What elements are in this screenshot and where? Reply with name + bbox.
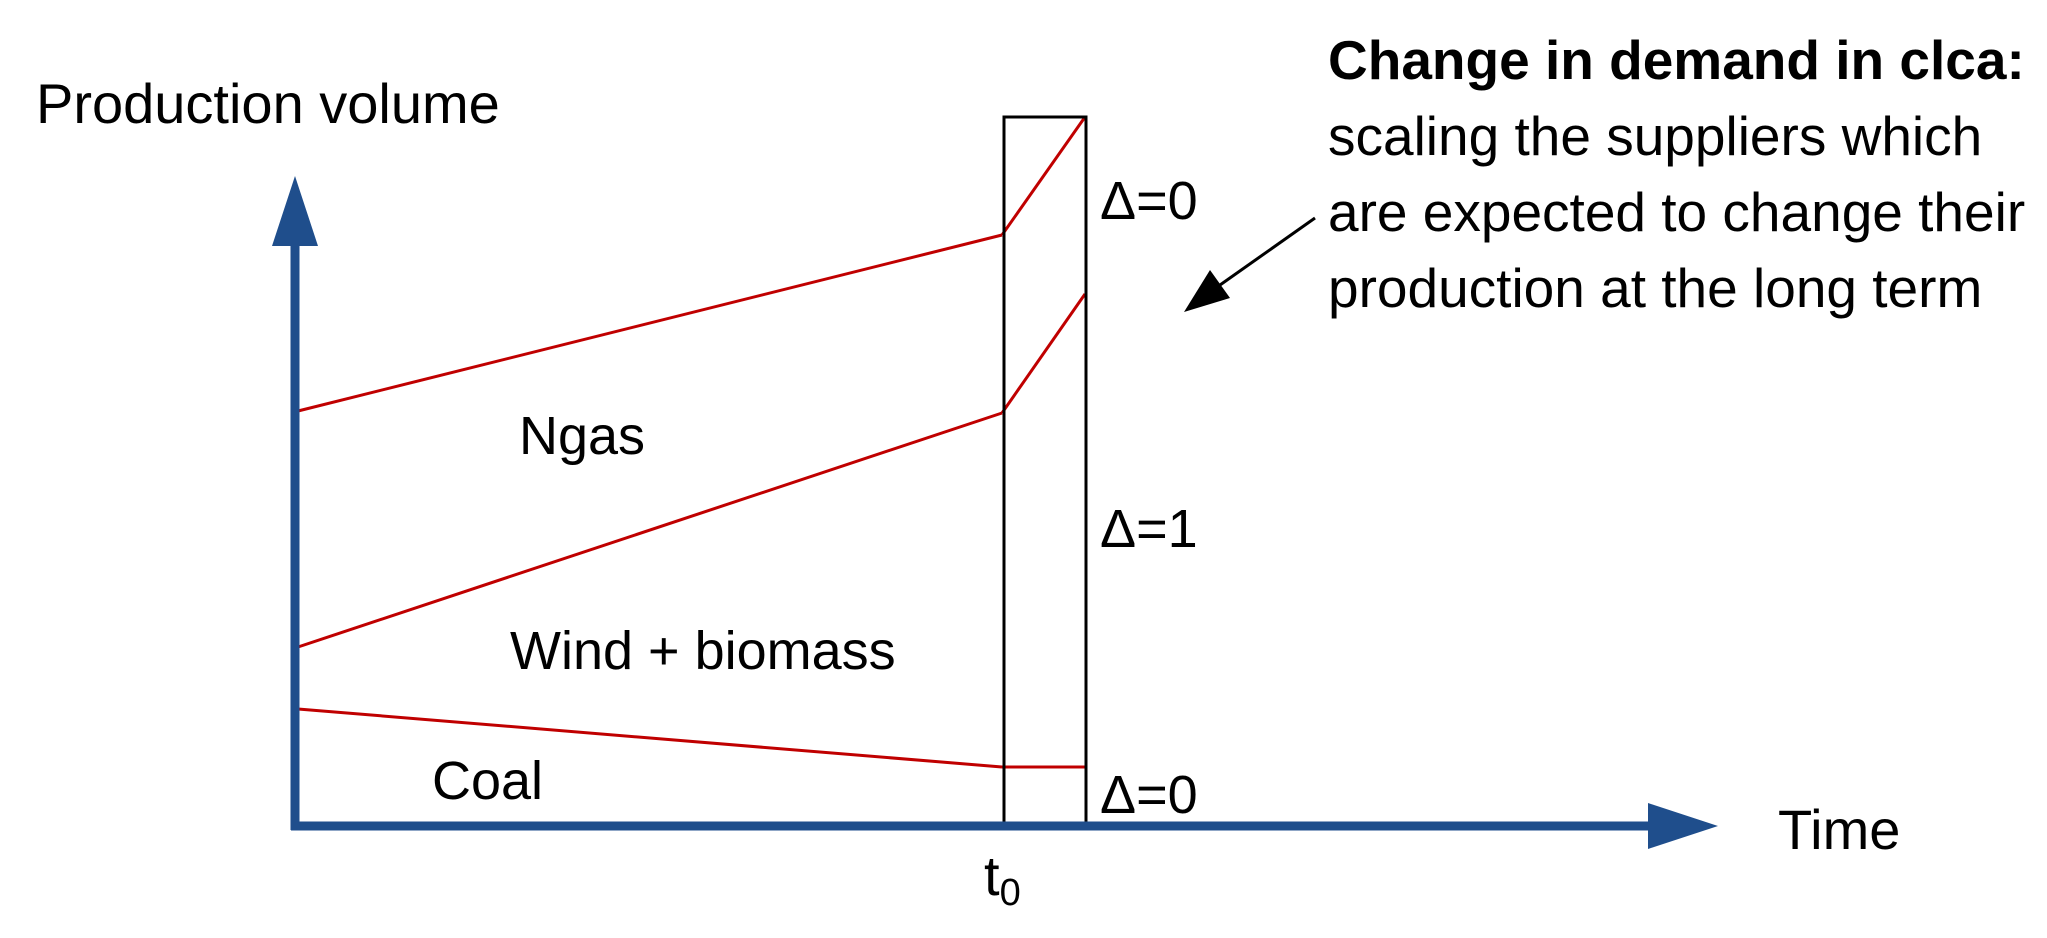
ngas-top-line [297, 233, 1003, 413]
delta-label-bottom: Δ=0 [1100, 765, 1198, 825]
t0-label: t0 [984, 848, 1021, 914]
t0-time-window [1002, 115, 1088, 829]
coal-top-line [297, 707, 1003, 769]
x-axis-arrowhead [1648, 803, 1718, 849]
wind-biomass-top-line-ramp [1000, 293, 1087, 414]
delta-label-top: Δ=0 [1100, 171, 1198, 231]
annotation-arrowhead [1184, 270, 1230, 312]
x-axis-label: Time [1778, 798, 1901, 861]
t0-label-subscript: 0 [999, 872, 1021, 914]
clca-annotation-heading: Change in demand in clca: [1328, 29, 2025, 91]
y-axis-arrowhead [272, 176, 318, 246]
region-label-wind-biomass: Wind + biomass [510, 621, 896, 681]
t0-label-base: t [984, 844, 1000, 907]
region-label-ngas: Ngas [519, 406, 646, 466]
annotation-arrow-line [1219, 216, 1316, 287]
delta-label-middle: Δ=1 [1100, 499, 1198, 559]
y-axis-label: Production volume [36, 72, 500, 135]
clca-annotation-text: scaling the suppliers which are expected… [1328, 105, 2026, 319]
region-label-coal: Coal [432, 751, 544, 811]
wind-biomass-top-line [297, 411, 1003, 649]
clca-annotation: Change in demand in clca: scaling the su… [1328, 22, 2040, 326]
ngas-top-line-ramp [1000, 116, 1087, 236]
